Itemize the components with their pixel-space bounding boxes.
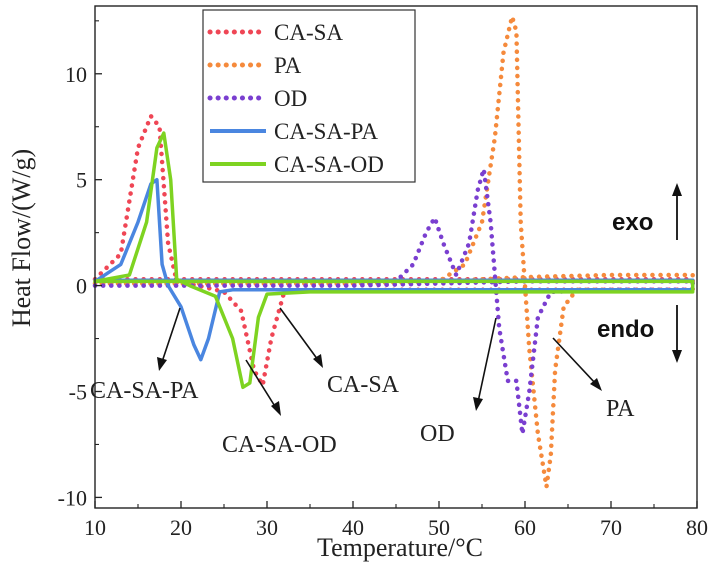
x-tick-label: 10 (84, 515, 106, 540)
x-tick-label: 20 (170, 515, 192, 540)
annotation-text-ca-sa: CA-SA (327, 372, 400, 398)
annotation-ca-sa: CA-SA (279, 307, 400, 398)
annotation-ca-sa-od: CA-SA-OD (222, 359, 337, 458)
annotation-text-ca-sa-od: CA-SA-OD (222, 432, 337, 458)
legend-label-ca-sa-pa: CA-SA-PA (274, 119, 378, 144)
x-tick-label: 60 (514, 515, 536, 540)
annotation-text-ca-sa-pa: CA-SA-PA (90, 378, 199, 404)
legend-box (202, 9, 416, 183)
y-tick-label: -5 (69, 380, 87, 405)
arrow-ca-sa-od (245, 359, 277, 409)
legend-label-ca-sa: CA-SA (274, 20, 343, 45)
x-tick-label: 40 (342, 515, 364, 540)
y-tick-label: 5 (76, 168, 87, 193)
exo-label: exo (612, 209, 653, 236)
arrow-ca-sa-pa (161, 307, 181, 363)
x-tick-label: 80 (686, 515, 708, 540)
x-axis-title: Temperature/°C (317, 533, 483, 562)
legend-label-ca-sa-od: CA-SA-OD (274, 152, 384, 177)
legend-entry-od: OD (207, 86, 307, 111)
annotation-text-pa: PA (606, 396, 635, 422)
arrow-ca-sa (279, 307, 319, 361)
y-tick-label: -10 (58, 485, 87, 510)
y-tick-label: 0 (76, 274, 87, 299)
y-tick-label: 10 (65, 62, 87, 87)
annotation-pa: PA (552, 337, 635, 422)
arrowhead-pa (590, 378, 602, 391)
series-line-ca-sa-od (93, 131, 695, 390)
x-tick-label: 50 (428, 515, 450, 540)
legend-entry-ca-sa-pa: CA-SA-PA (210, 119, 378, 144)
arrowhead-od (473, 397, 483, 411)
endo-label: endo (597, 316, 654, 343)
arrowhead-ca-sa-od (271, 401, 281, 416)
annotation-od: OD (420, 317, 497, 447)
ticks: 10 20 30 40 50 60 70 80 -10 -5 0 5 10 (58, 20, 708, 540)
arrow-od (477, 317, 497, 403)
x-tick-label: 70 (600, 515, 622, 540)
plot-lines (92, 14, 695, 490)
annotations: CA-SA-PA CA-SA-OD CA-SA OD PA exo (90, 183, 682, 458)
annotation-ca-sa-pa: CA-SA-PA (90, 307, 199, 404)
arrowhead-ca-sa (313, 354, 323, 368)
endo-arrowhead (672, 350, 682, 363)
arrowhead-ca-sa-pa (157, 357, 167, 371)
exo-arrowhead (672, 183, 682, 196)
legend-entry-ca-sa: CA-SA (207, 20, 343, 45)
annotation-text-od: OD (420, 421, 455, 447)
legend-entry-ca-sa-od: CA-SA-OD (210, 152, 384, 177)
legend-label-pa: PA (274, 53, 302, 78)
endo-indicator: endo (597, 305, 682, 363)
x-tick-label: 30 (256, 515, 278, 540)
arrow-pa (552, 337, 597, 385)
legend: CA-SA PA OD CA-SA-PA CA-SA-OD (202, 9, 416, 183)
legend-label-od: OD (274, 86, 307, 111)
legend-entry-pa: PA (207, 53, 302, 78)
y-axis-title: Heat Flow/(W/g) (7, 149, 36, 327)
exo-indicator: exo (612, 183, 682, 240)
